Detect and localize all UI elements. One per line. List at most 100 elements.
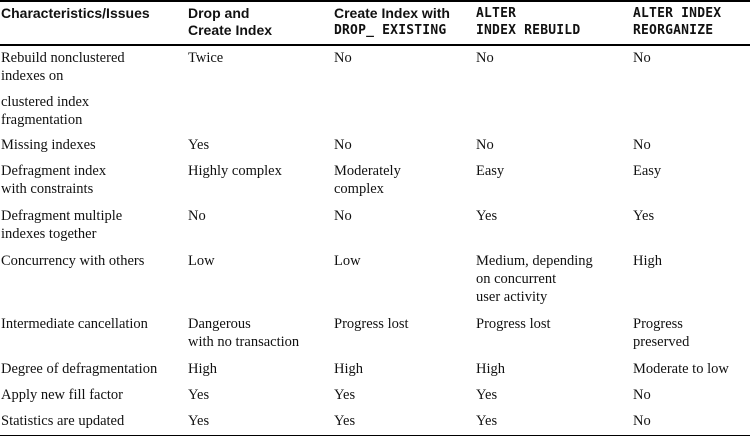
cell-text-line: Dangerous (188, 316, 251, 332)
cell-text-line: Highly complex (188, 163, 282, 179)
cell-text-line: Defragment index (1, 163, 107, 179)
header-create-index-drop-existing: Create Index with DROP_ EXISTING (333, 0, 475, 46)
rebuild-cell: Yes (475, 204, 632, 249)
cell-text-line: Yes (188, 387, 210, 403)
cell-text-line: Yes (633, 208, 655, 224)
drop-existing-cell: No (333, 204, 475, 249)
cell-text-line: Degree of defragmentation (1, 361, 158, 377)
drop-existing-cell: No (333, 45, 475, 133)
rebuild-cell: Yes (475, 383, 632, 409)
cell-text-line: No (334, 50, 352, 66)
table-body: Rebuild nonclustered indexes on clustered … (0, 45, 750, 436)
cell-text-line: Defragment multiple (1, 208, 123, 224)
cell-text-line: Yes (188, 413, 210, 429)
drop-create-cell: Yes (187, 133, 333, 159)
table-row: Intermediate cancellation Dangerous with n… (0, 312, 750, 357)
cell-text-line: No (476, 137, 494, 153)
header-text-line: DROP_ EXISTING (334, 23, 447, 38)
characteristic-cell: Defragment index with constraints (0, 159, 187, 204)
cell-text-line: Concurrency with others (1, 253, 145, 269)
reorganize-cell: Moderate to low (632, 357, 750, 383)
cell-text-line: Intermediate cancellation (1, 316, 148, 332)
header-text-line: REORGANIZE (633, 23, 714, 38)
reorganize-cell: Yes (632, 204, 750, 249)
cell-text-line: Missing indexes (1, 137, 96, 153)
characteristic-cell: Defragment multiple indexes together (0, 204, 187, 249)
characteristic-cell: Statistics are updated (0, 409, 187, 436)
reorganize-cell: No (632, 383, 750, 409)
header-text-line: INDEX REBUILD (476, 23, 581, 38)
cell-text-line: Easy (476, 163, 505, 179)
cell-text-line: user activity (476, 289, 548, 305)
header-alter-index-rebuild: ALTER INDEX REBUILD (475, 0, 632, 46)
header-text-line: Characteristics/Issues (1, 5, 150, 21)
cell-text-line: Low (334, 253, 361, 269)
reorganize-cell: Easy (632, 159, 750, 204)
cell-text-line: Yes (476, 208, 498, 224)
cell-text-line: High (188, 361, 217, 377)
header-drop-and-create-index: Drop and Create Index (187, 0, 333, 46)
cell-text-line: Apply new fill factor (1, 387, 124, 403)
rebuild-cell: High (475, 357, 632, 383)
rebuild-cell: Medium, depending on concurrent user activ… (475, 249, 632, 312)
characteristic-cell: Rebuild nonclustered indexes on clustered … (0, 45, 187, 133)
cell-text-line: No (633, 413, 651, 429)
cell-text-line: Moderately (334, 163, 401, 179)
reorganize-cell: Progress preserved (632, 312, 750, 357)
drop-existing-cell: Low (333, 249, 475, 312)
drop-create-cell: Twice (187, 45, 333, 133)
table-row: Statistics are updated Yes Yes Yes No (0, 409, 750, 436)
header-characteristics: Characteristics/Issues (0, 0, 187, 46)
rebuild-cell: No (475, 45, 632, 133)
cell-text-line: No (188, 208, 206, 224)
drop-create-cell: Yes (187, 383, 333, 409)
cell-text-line: Yes (334, 387, 356, 403)
header-text-line: Drop and (188, 5, 250, 21)
cell-text-line: Yes (476, 387, 498, 403)
cell-text-line: No (633, 137, 651, 153)
cell-text-line: Twice (188, 50, 224, 66)
cell-text-line: complex (334, 181, 384, 197)
cell-text-line: indexes on (1, 68, 64, 84)
drop-create-cell: Yes (187, 409, 333, 436)
header-alter-index-reorganize: ALTER INDEX REORGANIZE (632, 0, 750, 46)
cell-text-line: High (476, 361, 505, 377)
drop-create-cell: Low (187, 249, 333, 312)
rebuild-cell: Easy (475, 159, 632, 204)
cell-text-line: Moderate to low (633, 361, 729, 377)
cell-text-line: No (334, 137, 352, 153)
drop-create-cell: High (187, 357, 333, 383)
cell-text-line: High (334, 361, 363, 377)
drop-existing-cell: Yes (333, 409, 475, 436)
cell-text-line: clustered index (1, 94, 90, 110)
rebuild-cell: Progress lost (475, 312, 632, 357)
drop-create-cell: No (187, 204, 333, 249)
cell-text-line: No (476, 50, 494, 66)
characteristic-cell: Degree of defragmentation (0, 357, 187, 383)
cell-text-line: No (633, 387, 651, 403)
table-row: Defragment multiple indexes together No No Y… (0, 204, 750, 249)
drop-existing-cell: Yes (333, 383, 475, 409)
rebuild-cell: No (475, 133, 632, 159)
cell-text-line: preserved (633, 334, 690, 350)
table-row: Defragment index with constraints Highly c… (0, 159, 750, 204)
drop-existing-cell: Progress lost (333, 312, 475, 357)
cell-text-line: Statistics are updated (1, 413, 125, 429)
cell-text-line: Yes (188, 137, 210, 153)
drop-create-cell: Dangerous with no transaction (187, 312, 333, 357)
cell-text-line: indexes together (1, 226, 97, 242)
cell-text-line: No (334, 208, 352, 224)
table-row: Apply new fill factor Yes Yes Yes No (0, 383, 750, 409)
characteristic-cell: Intermediate cancellation (0, 312, 187, 357)
drop-existing-cell: No (333, 133, 475, 159)
header-row: Characteristics/Issues Drop and Create Ind… (0, 0, 750, 46)
cell-text-line: No (633, 50, 651, 66)
cell-text-line: Yes (476, 413, 498, 429)
cell-text-line: on concurrent (476, 271, 557, 287)
cell-text-line: Progress lost (476, 316, 551, 332)
cell-text-line: Easy (633, 163, 662, 179)
cell-text-line: Medium, depending (476, 253, 593, 269)
header-text-line: Create Index with (334, 5, 450, 21)
cell-text-line: fragmentation (1, 112, 83, 128)
